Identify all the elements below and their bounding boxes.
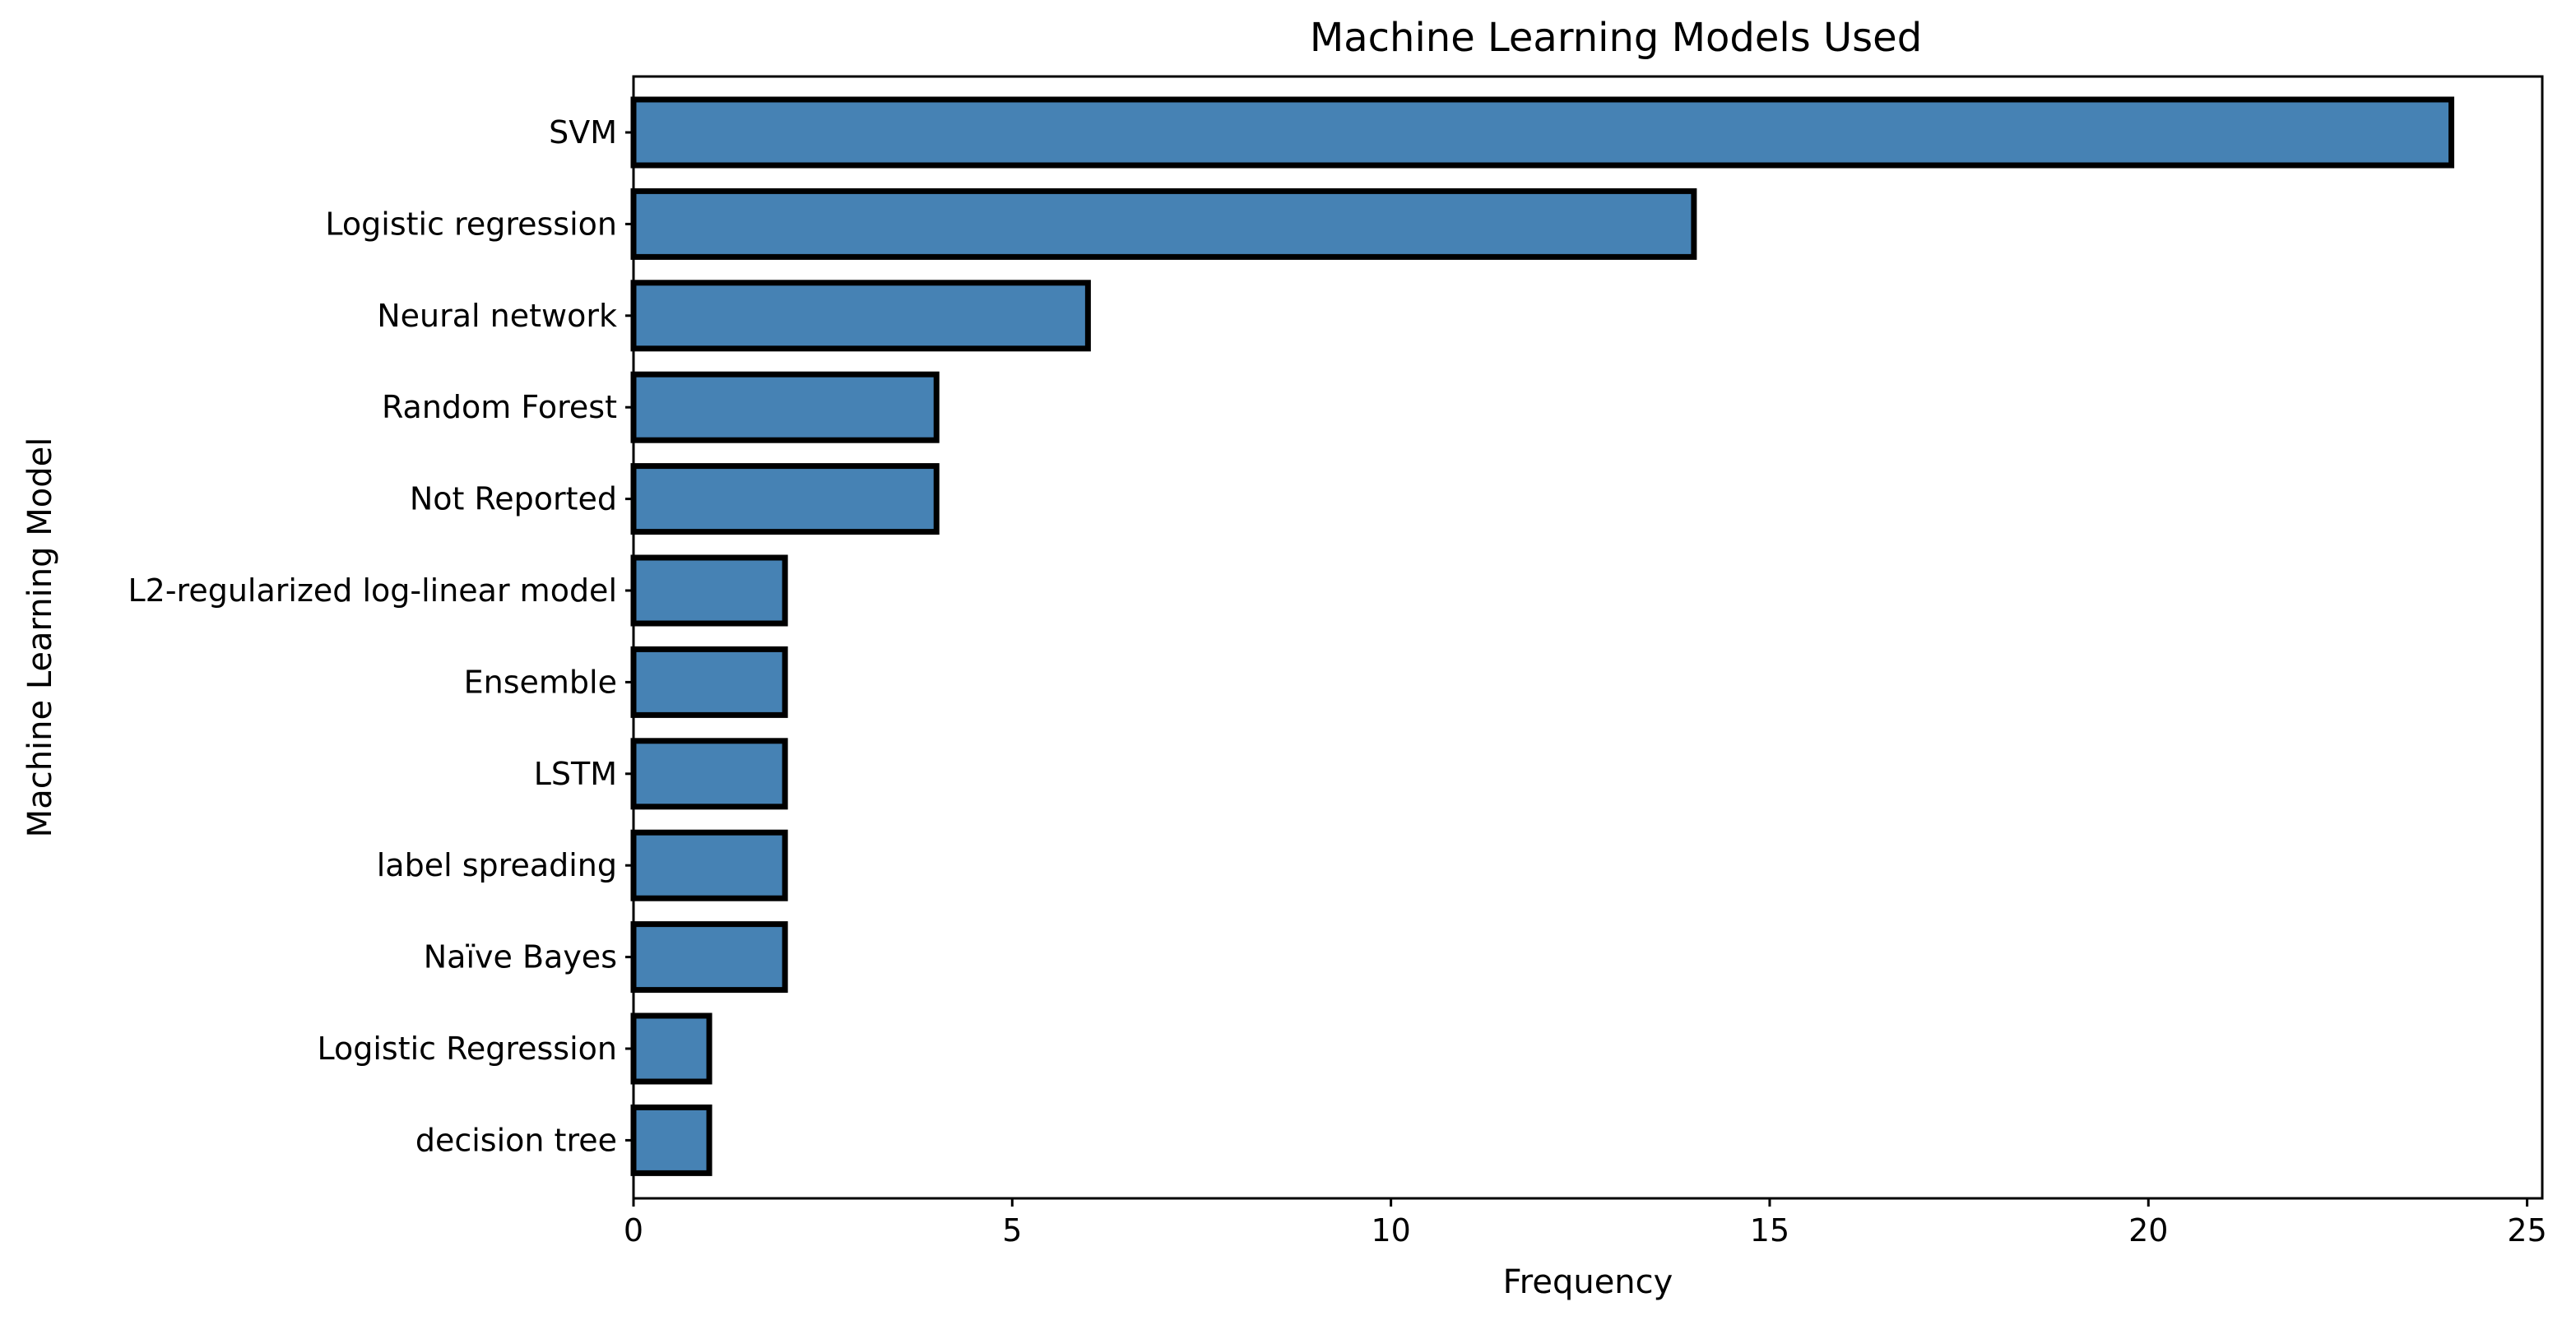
y-tick-labels: SVM Logistic regression Neural network Rand… [128,114,634,1158]
bar [630,1012,712,1085]
chart-title: Machine Learning Models Used [1310,15,1922,61]
y-tick-label: Logistic regression [325,206,617,242]
bars-group [630,96,2455,1176]
bar [630,371,940,443]
bar [630,738,788,810]
bar [630,463,940,535]
bar [630,280,1091,352]
bar [630,829,788,901]
x-tick-label: 25 [2507,1212,2546,1249]
x-tick-label: 0 [624,1212,643,1249]
bar [630,1104,712,1176]
y-tick-label: LSTM [534,756,617,792]
plot-frame [632,75,2544,1200]
y-tick-label: Naïve Bayes [424,939,617,975]
y-tick-label: Not Reported [410,481,617,517]
bar [630,646,788,718]
x-tick-label: 20 [2128,1212,2168,1249]
bar [630,96,2455,169]
y-tick-label: Random Forest [382,389,617,425]
y-tick-label: L2-regularized log-linear model [128,572,617,609]
y-tick-label: label spreading [377,847,617,883]
x-tick-label: 10 [1371,1212,1410,1249]
y-axis-label: Machine Learning Model [21,438,59,838]
bar [630,188,1697,260]
x-axis-label: Frequency [1503,1263,1673,1301]
bar [630,921,788,994]
y-tick-label: SVM [549,114,617,151]
x-ticks: 0 5 10 15 20 25 [624,1198,2547,1249]
y-tick-label: Neural network [377,298,617,334]
x-tick-label: 15 [1750,1212,1789,1249]
bar [630,554,788,627]
y-tick-label: Logistic Regression [317,1031,617,1067]
y-tick-label: decision tree [415,1122,617,1158]
y-tick-label: Ensemble [464,664,617,700]
x-tick-label: 5 [1002,1212,1022,1249]
